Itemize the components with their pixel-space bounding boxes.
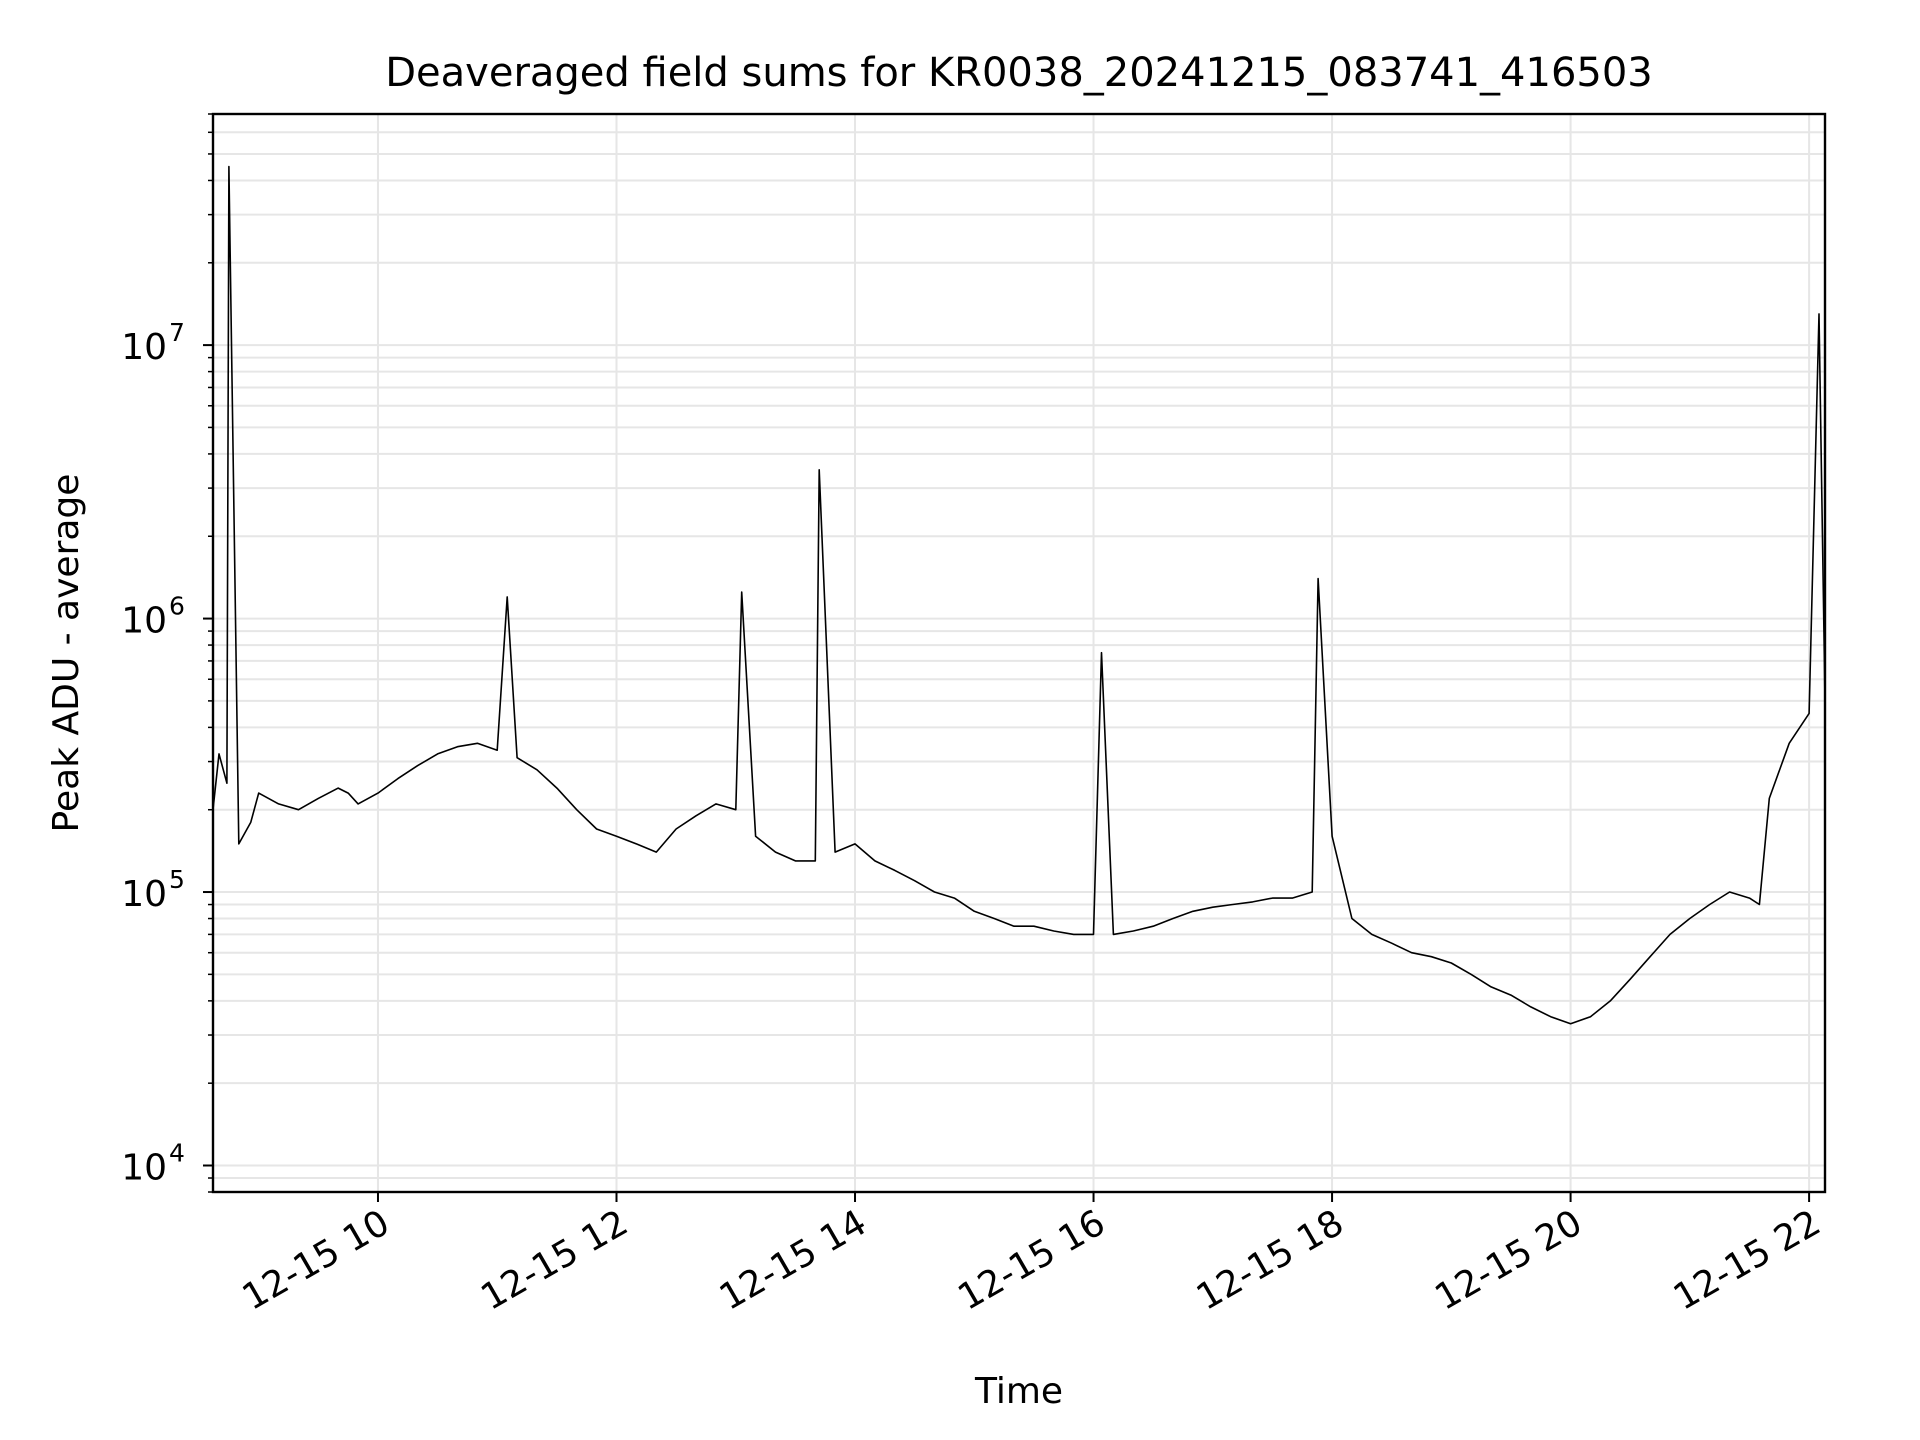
series-line <box>212 165 1826 1025</box>
y-tick-label-exponent: 5 <box>169 865 185 894</box>
y-tick-label-exponent: 6 <box>169 592 185 621</box>
y-tick-label: 10 <box>121 874 167 915</box>
grid-major <box>213 114 1825 1192</box>
x-axis-label: Time <box>974 1371 1063 1412</box>
y-axis-label: Peak ADU - average <box>46 474 87 833</box>
y-tick-label: 10 <box>121 327 167 368</box>
y-tick-label: 10 <box>121 601 167 642</box>
y-tick-label-exponent: 7 <box>169 318 185 347</box>
y-tick-label-exponent: 4 <box>169 1138 185 1167</box>
chart-title: Deaveraged field sums for KR0038_2024121… <box>385 50 1653 96</box>
y-tick-label: 10 <box>121 1147 167 1188</box>
series-path <box>212 165 1826 1025</box>
grid-minor <box>213 113 1825 1193</box>
plot-frame <box>211 112 1827 1194</box>
